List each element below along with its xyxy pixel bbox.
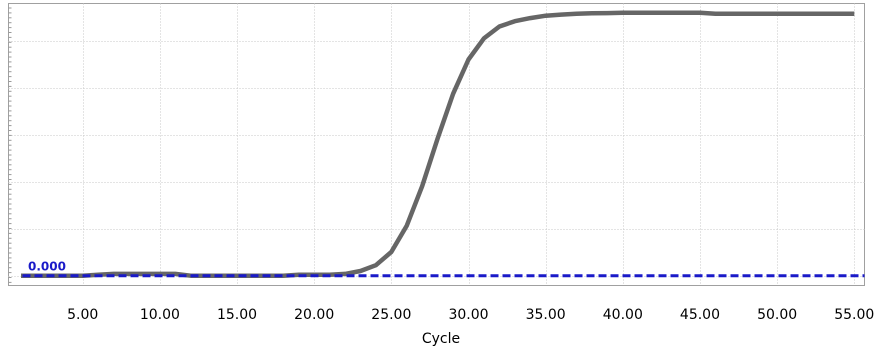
x-tick-label: 20.00 [294, 307, 334, 323]
x-tick-labels: 5.00 10.00 15.00 20.00 25.00 30.00 35.00 40.00 4… [67, 307, 874, 323]
x-tick-label: 15.00 [217, 307, 257, 323]
x-tick-label: 45.00 [680, 307, 720, 323]
x-axis-title: Cycle [422, 331, 460, 347]
x-tick-label: 50.00 [757, 307, 797, 323]
threshold-group: 0.000 [22, 260, 865, 278]
x-tick-label: 35.00 [526, 307, 566, 323]
x-tick-label: 30.00 [448, 307, 488, 323]
x-tick-label: 5.00 [67, 307, 98, 323]
x-tick-label: 25.00 [371, 307, 411, 323]
threshold-label: 0.000 [28, 260, 66, 274]
x-tick-label: 40.00 [603, 307, 643, 323]
x-tick-label: 55.00 [834, 307, 874, 323]
x-tick-label: 10.00 [140, 307, 180, 323]
grid [8, 3, 865, 286]
y-axis-minor-ticks [8, 7, 12, 283]
series-line-0 [21, 10, 855, 278]
series-group [21, 10, 855, 278]
